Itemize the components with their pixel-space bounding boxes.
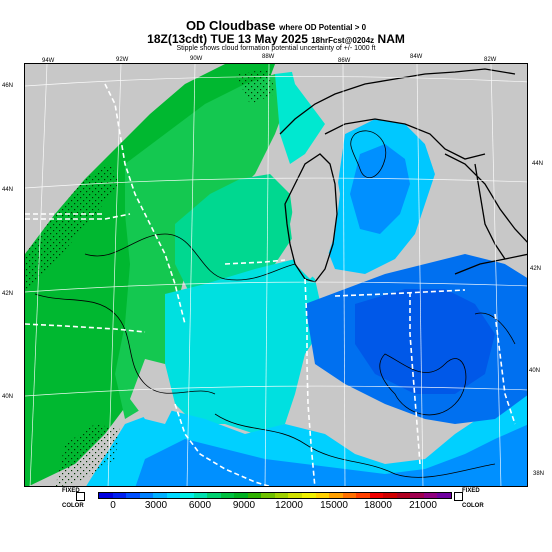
colorbar-segment [356,493,370,498]
contour-line [379,353,467,416]
lat-label: 42N [2,291,14,297]
colorbar-segment [247,493,262,498]
color-label-left: COLOR [62,503,84,509]
lat-label-right: 44N [532,161,544,167]
cloudbase-map [24,63,528,487]
field-blue-south [135,424,527,486]
colorbar-segment [437,493,451,498]
lake-michigan-outline [284,153,338,283]
colorbar-segment [207,493,221,498]
lat-label: 44N [2,187,14,193]
lake-huron-outline [444,153,527,260]
chart-title: OD Cloudbase [185,18,276,33]
chart-title-line: OD Cloudbase where OD Potential > 0 [0,18,552,33]
colorbar-segment [423,493,438,498]
fixed-label-left-top: FIXED [62,488,80,494]
field-green-mid [115,74,290,419]
colorbar-segment [369,493,384,498]
state-border [25,213,131,220]
colorbar-segment [288,493,302,498]
field-blue-lake [350,144,410,234]
colorbar-tick-label: 12000 [275,500,303,511]
colorbar-segment [139,493,154,498]
fixed-label-left: FIXED [62,488,80,494]
lon-label: 82W [484,57,497,63]
run-info-line: 18Z(13cdt) TUE 13 May 2025 18hrFcst@0204… [0,32,552,46]
colorbar-tick-label: 18000 [364,500,392,511]
lon-label: 92W [116,57,129,63]
state-border [334,289,466,297]
contour-line [84,233,296,281]
colorbar-tick-label: 15000 [320,500,348,511]
model-name: NAM [377,32,405,46]
stipple-west [25,164,120,294]
lake-superior-shore [279,68,516,135]
colorbar-segment [329,493,343,498]
colorbar-tick-label: 9000 [232,500,256,511]
colorbar-segment [342,493,357,498]
lon-label: 94W [42,58,55,64]
fixed-label-right: FIXED [462,488,480,494]
lat-label-right: 42N [530,266,542,272]
colorbar-segment [126,493,140,498]
colorbar-segment [301,493,316,498]
lat-label: 46N [2,83,14,89]
contour-line [214,413,496,478]
colorbar-segment [112,493,127,498]
colorbar-tick-label: 6000 [188,500,212,511]
state-border [25,323,146,333]
grey-lake-michigan [290,159,340,279]
colorbar-segment [180,493,194,498]
colorbar-segment [274,493,289,498]
field-green-light [175,174,295,294]
run-time: 18Z(13cdt) TUE 13 May 2025 [147,32,308,46]
colorbar-segment [153,493,167,498]
colorbar-segment [383,493,397,498]
state-border [224,259,286,265]
run-info: 18hrFcst@0204z [311,36,375,45]
lon-label: 90W [190,56,203,62]
subtitle: Stipple shows cloud formation potential … [176,45,376,52]
michigan-upper-peninsula [324,118,486,160]
lat-label-right: 40N [529,368,541,374]
colorbar-segment [99,493,113,498]
colorbar-segment [220,493,235,498]
state-border [409,292,421,465]
colorbar-segment [234,493,248,498]
colorbar-segment [396,493,411,498]
lon-label: 88W [262,54,275,60]
contour-line [350,130,387,179]
colorbar-tick-label: 0 [110,500,116,511]
grey-southwest [130,359,175,424]
fixed-color-box-right [454,492,463,501]
grey-east [435,144,527,278]
color-label-right: COLOR [462,503,484,509]
colorbar-segment [410,493,424,498]
colorbar-tick-label: 3000 [144,500,168,511]
field-blue-deep [355,289,495,394]
stipple-north [235,69,275,104]
stipple-south [55,424,120,486]
state-border [304,278,316,486]
colorbar-segment [166,493,181,498]
state-border [174,403,272,486]
lon-label: 84W [410,54,423,60]
title-note: where OD Potential > 0 [279,23,367,32]
lon-label: 86W [338,58,351,64]
contour-line [34,293,216,395]
colorbar-segment [193,493,208,498]
fixed-color-box-left [76,492,85,501]
lat-label-right: 38N [533,471,545,477]
colorbar-tick-label: 21000 [409,500,437,511]
colorbar [98,492,452,499]
lat-label: 40N [2,394,14,400]
grey-superior [290,64,527,174]
lake-erie-outline [454,253,527,275]
colorbar-segment [315,493,330,498]
colorbar-segment [261,493,275,498]
lat-lon-grid [25,64,527,486]
field-cyan-west [165,259,325,434]
